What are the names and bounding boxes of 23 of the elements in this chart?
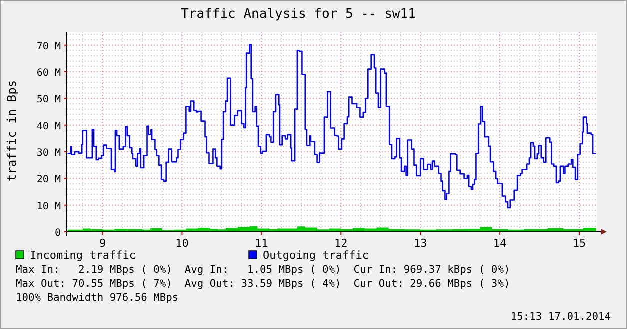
x-tick-label: 12 <box>334 237 348 250</box>
x-tick-label: 15 <box>572 237 586 250</box>
y-tick-label: 20 M <box>36 174 61 186</box>
y-tick-label: 60 M <box>36 68 61 79</box>
text: 15:13 17.01.2014 <box>510 311 611 323</box>
x-tick-label: 9 <box>99 237 106 250</box>
text: Max Out: 70.55 MBps ( 7%) Avg Out: 33.59 MBps ( 4%) Cur Out: 29.66 MBps ( 3%) <box>16 278 510 290</box>
y-tick-label: 40 M <box>36 121 61 132</box>
x-tick-label: 11 <box>255 237 268 250</box>
x-tick-label: 13 <box>414 237 428 250</box>
text: 100% Bandwidth 976.56 MBps <box>16 292 179 304</box>
y-tick-label: 30 M <box>36 148 61 159</box>
legend-label: Incoming traffic <box>30 249 136 262</box>
y-tick-label: 70 M <box>36 41 61 52</box>
y-tick-label: 10 M <box>36 201 61 212</box>
y-tick-label: 50 M <box>36 94 61 106</box>
chart-title: Traffic Analysis for 5 -- sw11 <box>181 7 416 22</box>
x-tick-label: 10 <box>176 237 189 250</box>
y-axis-title: traffic in Bps <box>5 80 19 182</box>
x-tick-label: 14 <box>493 237 508 250</box>
text: Max In: 2.19 MBps ( 0%) Avg In: 1.05 MBps ( 0%) Cur In: 969.37 kBps ( 0%) <box>16 264 510 276</box>
y-tick-label: 0 <box>54 228 61 239</box>
legend-label: Outgoing traffic <box>263 249 369 262</box>
